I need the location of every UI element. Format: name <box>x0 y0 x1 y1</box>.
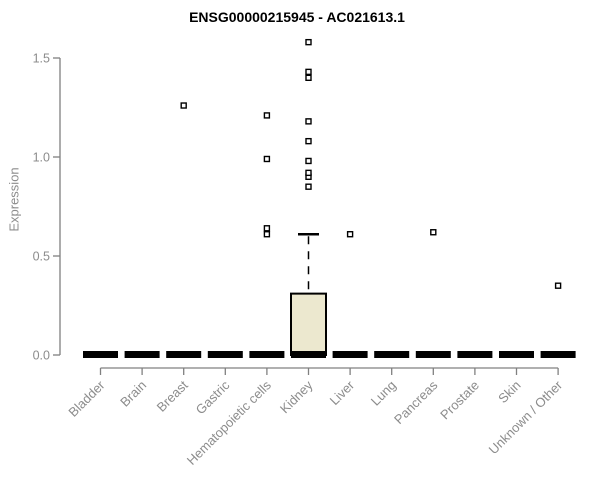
median-bar <box>499 351 534 358</box>
outlier-point <box>305 38 312 46</box>
median-bar <box>457 351 493 358</box>
y-tick-label: 1.0 <box>33 151 50 165</box>
x-tick-label: Breast <box>154 377 191 414</box>
y-tick-label: 0.0 <box>33 349 50 363</box>
outlier-point <box>263 225 271 232</box>
x-tick-label: Unknown / Other <box>486 377 566 457</box>
outlier-point <box>305 157 312 165</box>
outlier-point <box>180 102 187 109</box>
outlier-point <box>263 155 271 163</box>
box-iqr <box>290 292 327 356</box>
x-tick-label: Bladder <box>65 377 108 420</box>
outlier-point <box>305 74 312 82</box>
outlier-point <box>305 183 312 190</box>
outlier-point <box>305 118 312 125</box>
x-tick-label: Lung <box>368 378 399 409</box>
outlier-point <box>305 169 312 177</box>
x-tick-label: Brain <box>117 378 149 410</box>
x-tick-label: Prostate <box>437 378 482 423</box>
outlier-point <box>263 231 271 238</box>
median-bar <box>124 351 160 358</box>
median-bar <box>166 351 202 358</box>
y-tick-label: 0.5 <box>33 250 50 264</box>
median-bar <box>249 351 285 358</box>
median-bar <box>540 351 576 358</box>
median-bar <box>415 351 451 358</box>
outlier-point <box>263 112 271 119</box>
outlier-point <box>305 137 312 145</box>
median-bar <box>207 351 243 358</box>
x-tick-label: Gastric <box>193 377 233 417</box>
median-bar <box>332 351 368 358</box>
x-tick-label: Liver <box>327 377 358 408</box>
chart-title: ENSG00000215945 - AC021613.1 <box>189 9 405 25</box>
y-tick-label: 1.5 <box>33 52 50 66</box>
x-tick-label: Kidney <box>277 377 316 416</box>
median-bar <box>83 351 118 358</box>
median-bar <box>291 351 326 358</box>
outlier-point <box>305 68 312 76</box>
outlier-point <box>430 229 437 236</box>
outlier-point <box>554 282 562 289</box>
x-tick-label: Skin <box>495 378 523 406</box>
x-tick-label: Pancreas <box>391 377 441 427</box>
median-bar <box>374 351 410 358</box>
outlier-point <box>346 231 354 238</box>
